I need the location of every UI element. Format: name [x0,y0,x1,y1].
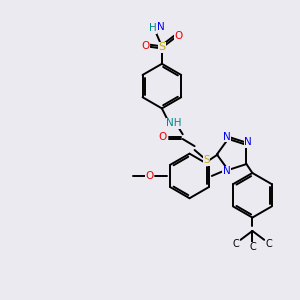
Text: S: S [158,43,166,52]
Text: C: C [266,239,272,249]
Text: N: N [157,22,164,32]
Text: C: C [233,239,239,249]
Text: O: O [145,171,154,181]
Text: NH: NH [166,118,182,128]
Text: O: O [141,41,150,51]
Text: S: S [203,155,210,165]
Text: N: N [223,131,231,142]
Text: O: O [174,31,182,40]
Text: C: C [249,242,256,252]
Text: O: O [159,132,167,142]
Text: N: N [223,167,231,176]
Text: N: N [244,137,252,148]
Text: H: H [149,23,157,33]
